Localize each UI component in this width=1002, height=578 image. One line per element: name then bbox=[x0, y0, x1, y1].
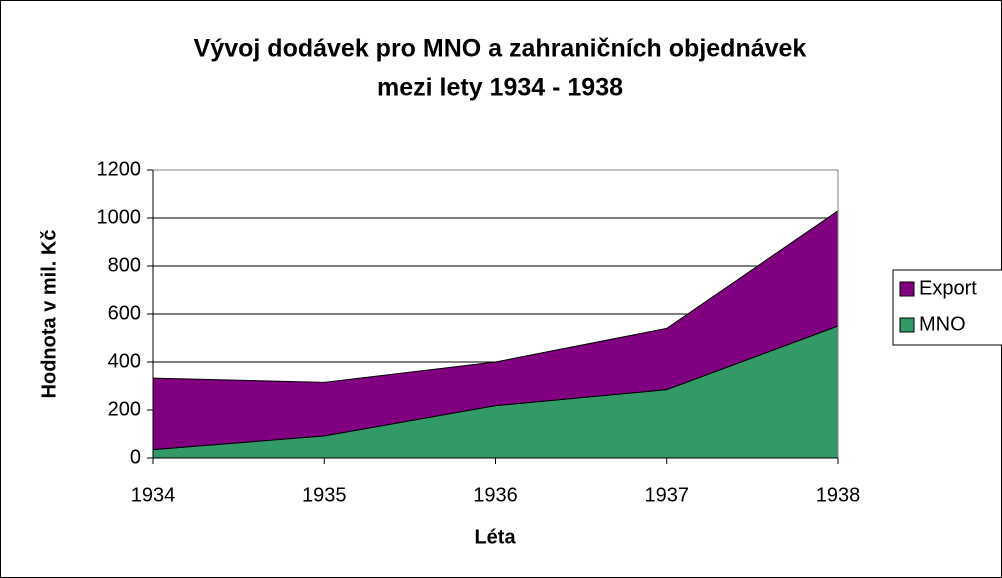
y-tick-label: 1200 bbox=[97, 158, 142, 180]
x-tick-label: 1935 bbox=[302, 484, 347, 506]
legend-label: Export bbox=[919, 277, 977, 299]
x-tick-label: 1934 bbox=[131, 484, 176, 506]
y-tick-label: 1000 bbox=[97, 206, 142, 228]
x-tick-label: 1937 bbox=[645, 484, 690, 506]
y-tick-label: 200 bbox=[108, 398, 141, 420]
y-tick-label: 600 bbox=[108, 302, 141, 324]
legend-swatch bbox=[899, 317, 915, 333]
legend-label: MNO bbox=[919, 313, 966, 335]
x-tick-label: 1938 bbox=[816, 484, 861, 506]
y-axis-label: Hodnota v mil. Kč bbox=[38, 230, 60, 399]
y-tick-label: 800 bbox=[108, 254, 141, 276]
y-tick-label: 400 bbox=[108, 350, 141, 372]
y-tick-label: 0 bbox=[130, 446, 141, 468]
x-axis-label: Léta bbox=[474, 526, 516, 548]
chart-title: mezi lety 1934 - 1938 bbox=[377, 74, 623, 102]
chart-title: Vývoj dodávek pro MNO a zahraničních obj… bbox=[194, 35, 807, 63]
x-tick-label: 1936 bbox=[473, 484, 518, 506]
legend-swatch bbox=[899, 281, 915, 297]
